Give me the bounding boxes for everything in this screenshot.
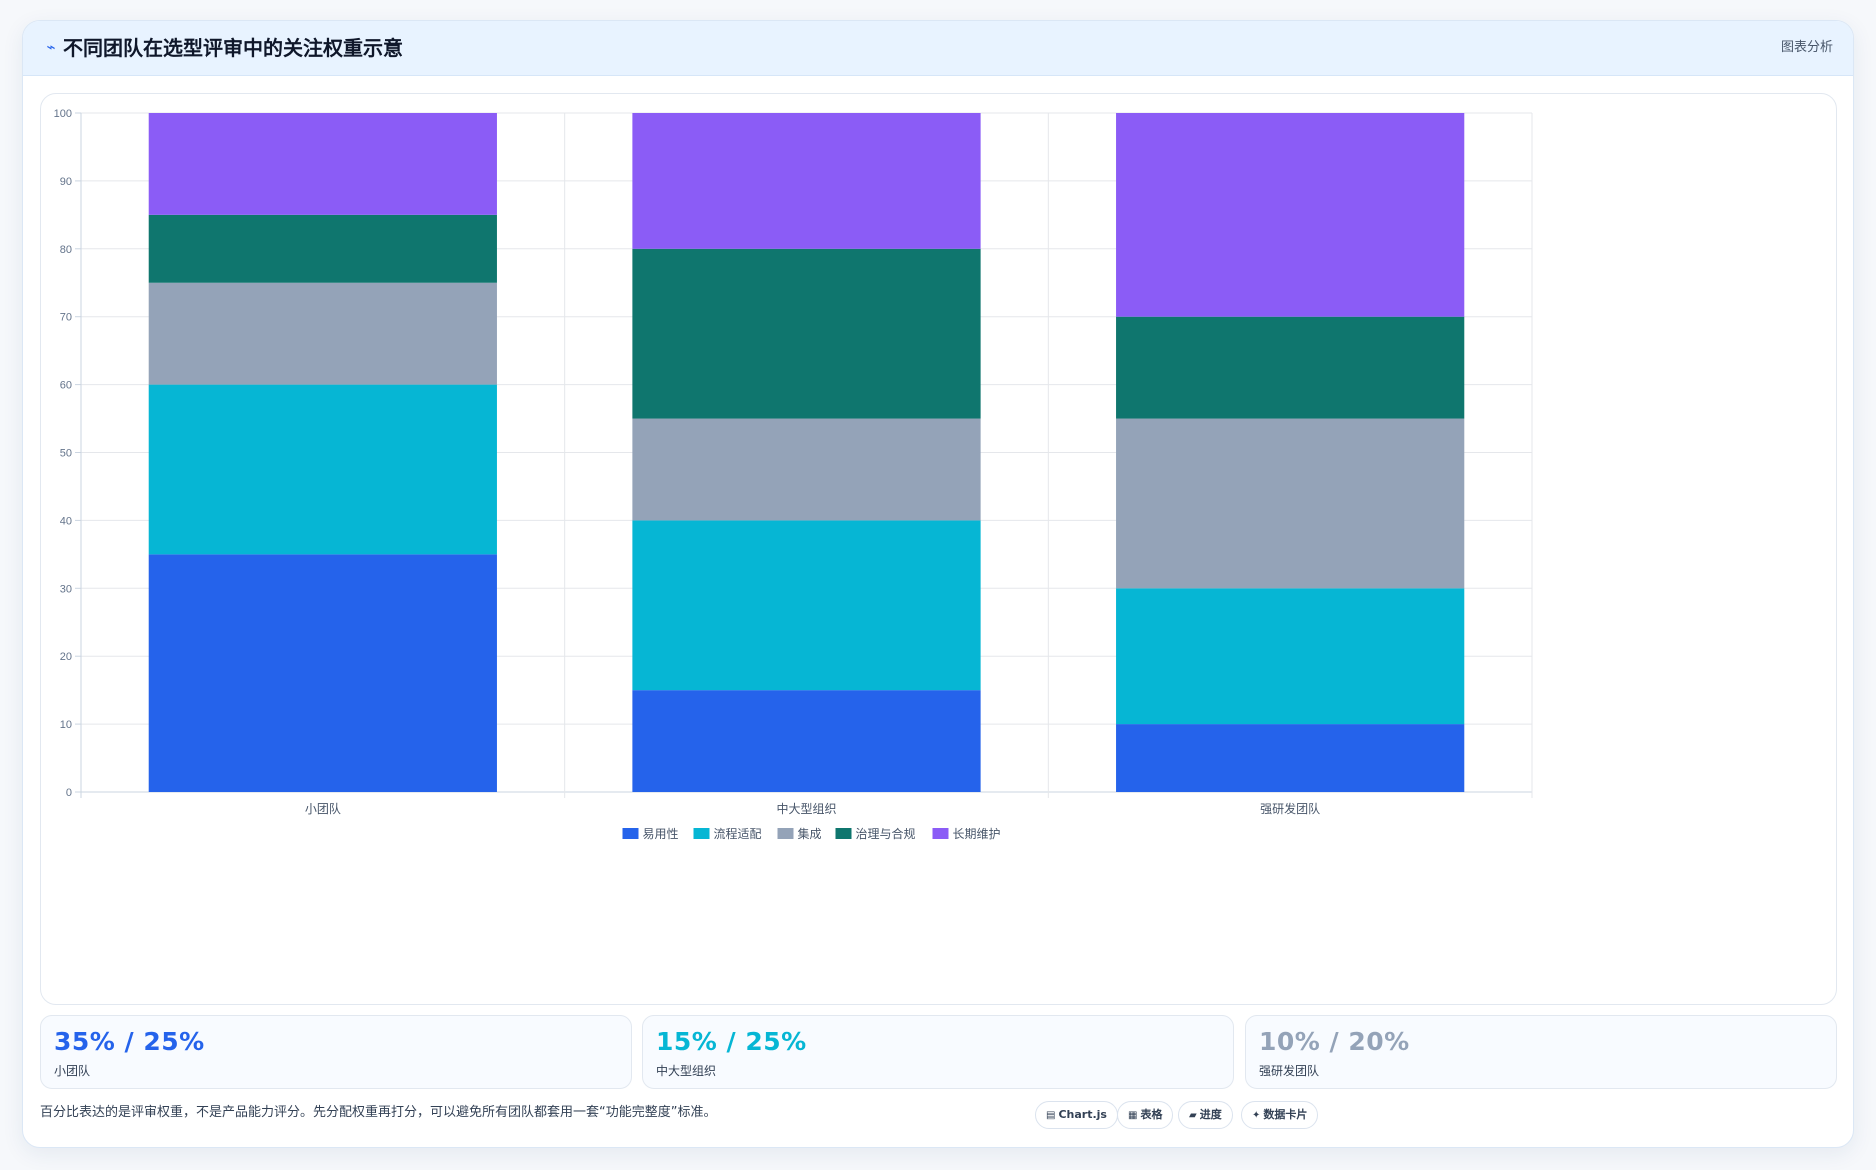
y-tick-label: 10 [60,719,72,731]
chip-label: 数据卡片 [1263,1108,1308,1121]
chart-icon: ▤ [1046,1110,1056,1121]
chart-card: ⌁ 不同团队在选型评审中的关注权重示意 图表分析 0 10 20 30 40 50 60 70… [22,20,1854,1148]
y-tick-label: 90 [60,176,72,188]
stat-label: 小团队 [54,1064,91,1078]
bar-segment [148,554,497,792]
y-tick-label: 70 [60,312,72,324]
x-tick-label: 中大型组织 [776,801,836,816]
chip-data-card[interactable]: ✦ 数据卡片 [1241,1101,1319,1129]
stat-card-dev-team: 10% / 20% 强研发团队 [1245,1015,1837,1089]
bar-segment [632,690,981,792]
page-title: 不同团队在选型评审中的关注权重示意 [63,36,403,60]
chip-progress[interactable]: ▰ 进度 [1178,1101,1233,1129]
legend-swatch [835,828,852,839]
progress-icon: ▰ [1189,1110,1197,1121]
chip-label: 进度 [1199,1108,1222,1121]
legend-label: 长期维护 [953,827,1001,841]
bar-segment [632,113,981,249]
legend-swatch [693,828,710,839]
bar-segment [632,520,981,691]
stats-row: 35% / 25% 小团队 15% / 25% 中大型组织 10% / 20% … [40,1015,1837,1089]
bar-segment [1116,418,1465,589]
x-tick-label: 小团队 [305,801,341,816]
bar-segment [148,384,497,555]
y-tick-label: 50 [60,448,72,460]
chart-icon: ⌁ [46,38,56,56]
chip-chartjs[interactable]: ▤ Chart.js [1035,1101,1118,1129]
stat-value: 15% / 25% [656,1027,807,1056]
chip-table[interactable]: ▦ 表格 [1117,1101,1174,1129]
bar-segment [632,248,981,419]
chart-panel: 0 10 20 30 40 50 60 70 80 90 100 小团队 中大型组织 强研发团队易用性 流程… [40,93,1837,1005]
y-tick-label: 60 [60,380,72,392]
bar-segment [1116,588,1465,725]
bar-segment [1116,724,1465,792]
legend-label: 流程适配 [714,826,762,841]
y-tick-label: 20 [60,651,72,663]
stat-value: 10% / 20% [1259,1027,1410,1056]
table-icon: ▦ [1128,1110,1138,1121]
y-tick-label: 100 [54,108,72,120]
legend-label: 易用性 [643,827,679,841]
y-tick-label: 40 [60,515,72,527]
legend-label: 集成 [798,826,822,841]
card-icon: ✦ [1252,1110,1261,1121]
header-tag: 图表分析 [1780,40,1833,55]
footnote: 百分比表达的是评审权重，不是产品能力评分。先分配权重再打分，可以避免所有团队都套… [40,1105,717,1120]
bar-segment [148,214,497,283]
x-tick-label: 强研发团队 [1260,801,1320,816]
stat-label: 中大型组织 [656,1064,717,1078]
legend-swatch [932,828,949,839]
chip-label: Chart.js [1058,1108,1107,1121]
bar-segment [1116,113,1465,317]
bar-segment [148,113,497,215]
stat-card-large-org: 15% / 25% 中大型组织 [642,1015,1234,1089]
stat-card-small-team: 35% / 25% 小团队 [40,1015,632,1089]
stat-value: 35% / 25% [54,1027,205,1056]
chip-label: 表格 [1140,1108,1163,1121]
bar-segment [632,418,981,521]
legend-swatch [777,828,794,839]
bar-segment [1116,316,1465,419]
card-header: ⌁ 不同团队在选型评审中的关注权重示意 图表分析 [23,21,1853,76]
legend-swatch [622,828,639,839]
stat-label: 强研发团队 [1259,1064,1320,1078]
legend-label: 治理与合规 [856,826,916,841]
y-tick-label: 30 [60,583,72,595]
y-tick-label: 0 [66,787,72,799]
bar-segment [148,282,497,385]
y-tick-label: 80 [60,244,72,256]
